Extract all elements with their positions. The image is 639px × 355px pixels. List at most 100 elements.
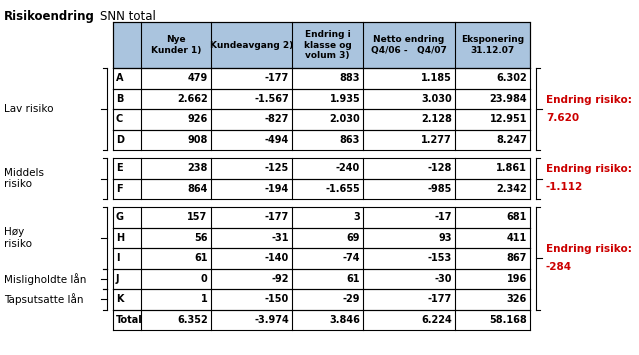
Bar [113, 22, 530, 68]
Text: 1: 1 [201, 294, 208, 304]
Text: -284: -284 [546, 262, 572, 272]
Bar [113, 228, 530, 248]
Text: 6.352: 6.352 [177, 315, 208, 325]
Text: 479: 479 [187, 73, 208, 83]
Text: -177: -177 [427, 294, 452, 304]
Text: J: J [116, 274, 119, 284]
Text: -1.567: -1.567 [254, 94, 289, 104]
Text: -29: -29 [343, 294, 360, 304]
Bar [113, 248, 530, 268]
Text: -1.655: -1.655 [325, 184, 360, 194]
Text: -17: -17 [435, 212, 452, 222]
Bar [113, 310, 530, 330]
Text: Endring i
klasse og
volum 3): Endring i klasse og volum 3) [304, 30, 351, 60]
Text: -827: -827 [265, 114, 289, 124]
Text: -177: -177 [265, 73, 289, 83]
Text: -177: -177 [265, 212, 289, 222]
Text: 2.662: 2.662 [177, 94, 208, 104]
Text: B: B [116, 94, 123, 104]
Text: G: G [116, 212, 124, 222]
Text: -150: -150 [265, 294, 289, 304]
Text: -153: -153 [427, 253, 452, 263]
Text: 23.984: 23.984 [489, 94, 527, 104]
Text: 2.128: 2.128 [421, 114, 452, 124]
Text: 58.168: 58.168 [489, 315, 527, 325]
Text: E: E [116, 163, 123, 173]
Bar [113, 207, 530, 228]
Text: K: K [116, 294, 123, 304]
Bar [113, 68, 530, 88]
Text: 883: 883 [340, 73, 360, 83]
Text: 867: 867 [507, 253, 527, 263]
Text: Tapsutsatte lån: Tapsutsatte lån [4, 293, 84, 305]
Text: -240: -240 [336, 163, 360, 173]
Text: -125: -125 [265, 163, 289, 173]
Text: Endring risiko:: Endring risiko: [546, 244, 632, 254]
Text: 926: 926 [187, 114, 208, 124]
Text: 0: 0 [201, 274, 208, 284]
Text: -985: -985 [427, 184, 452, 194]
Text: I: I [116, 253, 119, 263]
Text: 61: 61 [194, 253, 208, 263]
Text: Endring risiko:: Endring risiko: [546, 164, 632, 175]
Text: 3.846: 3.846 [329, 315, 360, 325]
Bar [113, 179, 530, 199]
Text: Kundeavgang 2): Kundeavgang 2) [210, 40, 293, 49]
Text: 411: 411 [507, 233, 527, 243]
Text: 1.277: 1.277 [421, 135, 452, 145]
Text: H: H [116, 233, 124, 243]
Text: 908: 908 [187, 135, 208, 145]
Text: -3.974: -3.974 [254, 315, 289, 325]
Text: -31: -31 [272, 233, 289, 243]
Text: C: C [116, 114, 123, 124]
Text: Risikoendring: Risikoendring [4, 10, 95, 23]
Text: -494: -494 [265, 135, 289, 145]
Text: 157: 157 [187, 212, 208, 222]
Text: 864: 864 [187, 184, 208, 194]
Text: 2.030: 2.030 [330, 114, 360, 124]
Text: SNN total: SNN total [100, 10, 156, 23]
Text: -128: -128 [427, 163, 452, 173]
Text: 863: 863 [340, 135, 360, 145]
Text: Netto endring
Q4/06 -   Q4/07: Netto endring Q4/06 - Q4/07 [371, 35, 447, 55]
Text: Nye
Kunder 1): Nye Kunder 1) [151, 35, 201, 55]
Text: 12.951: 12.951 [489, 114, 527, 124]
Text: 681: 681 [507, 212, 527, 222]
Text: -194: -194 [265, 184, 289, 194]
Text: 6.302: 6.302 [497, 73, 527, 83]
Bar [113, 109, 530, 130]
Bar [113, 88, 530, 109]
Text: F: F [116, 184, 123, 194]
Text: 1.861: 1.861 [496, 163, 527, 173]
Text: 69: 69 [347, 233, 360, 243]
Text: 1.935: 1.935 [330, 94, 360, 104]
Text: Misligholdte lån: Misligholdte lån [4, 273, 86, 285]
Text: -140: -140 [265, 253, 289, 263]
Text: 93: 93 [438, 233, 452, 243]
Text: 196: 196 [507, 274, 527, 284]
Text: -30: -30 [435, 274, 452, 284]
Text: 7.620: 7.620 [546, 113, 579, 123]
Text: Lav risiko: Lav risiko [4, 104, 54, 114]
Text: 61: 61 [347, 274, 360, 284]
Text: Middels
risiko: Middels risiko [4, 168, 44, 189]
Bar [113, 289, 530, 310]
Bar [113, 268, 530, 289]
Text: A: A [116, 73, 123, 83]
Text: 8.247: 8.247 [496, 135, 527, 145]
Text: 3.030: 3.030 [421, 94, 452, 104]
Text: 1.185: 1.185 [421, 73, 452, 83]
Text: Endring risiko:: Endring risiko: [546, 95, 632, 105]
Text: 6.224: 6.224 [421, 315, 452, 325]
Bar [113, 130, 530, 150]
Text: 238: 238 [187, 163, 208, 173]
Text: -1.112: -1.112 [546, 182, 583, 192]
Text: Høy
risiko: Høy risiko [4, 227, 32, 248]
Text: 56: 56 [194, 233, 208, 243]
Text: 3: 3 [353, 212, 360, 222]
Text: 326: 326 [507, 294, 527, 304]
Text: -92: -92 [272, 274, 289, 284]
Text: 2.342: 2.342 [497, 184, 527, 194]
Text: -74: -74 [343, 253, 360, 263]
Text: Eksponering
31.12.07: Eksponering 31.12.07 [461, 35, 524, 55]
